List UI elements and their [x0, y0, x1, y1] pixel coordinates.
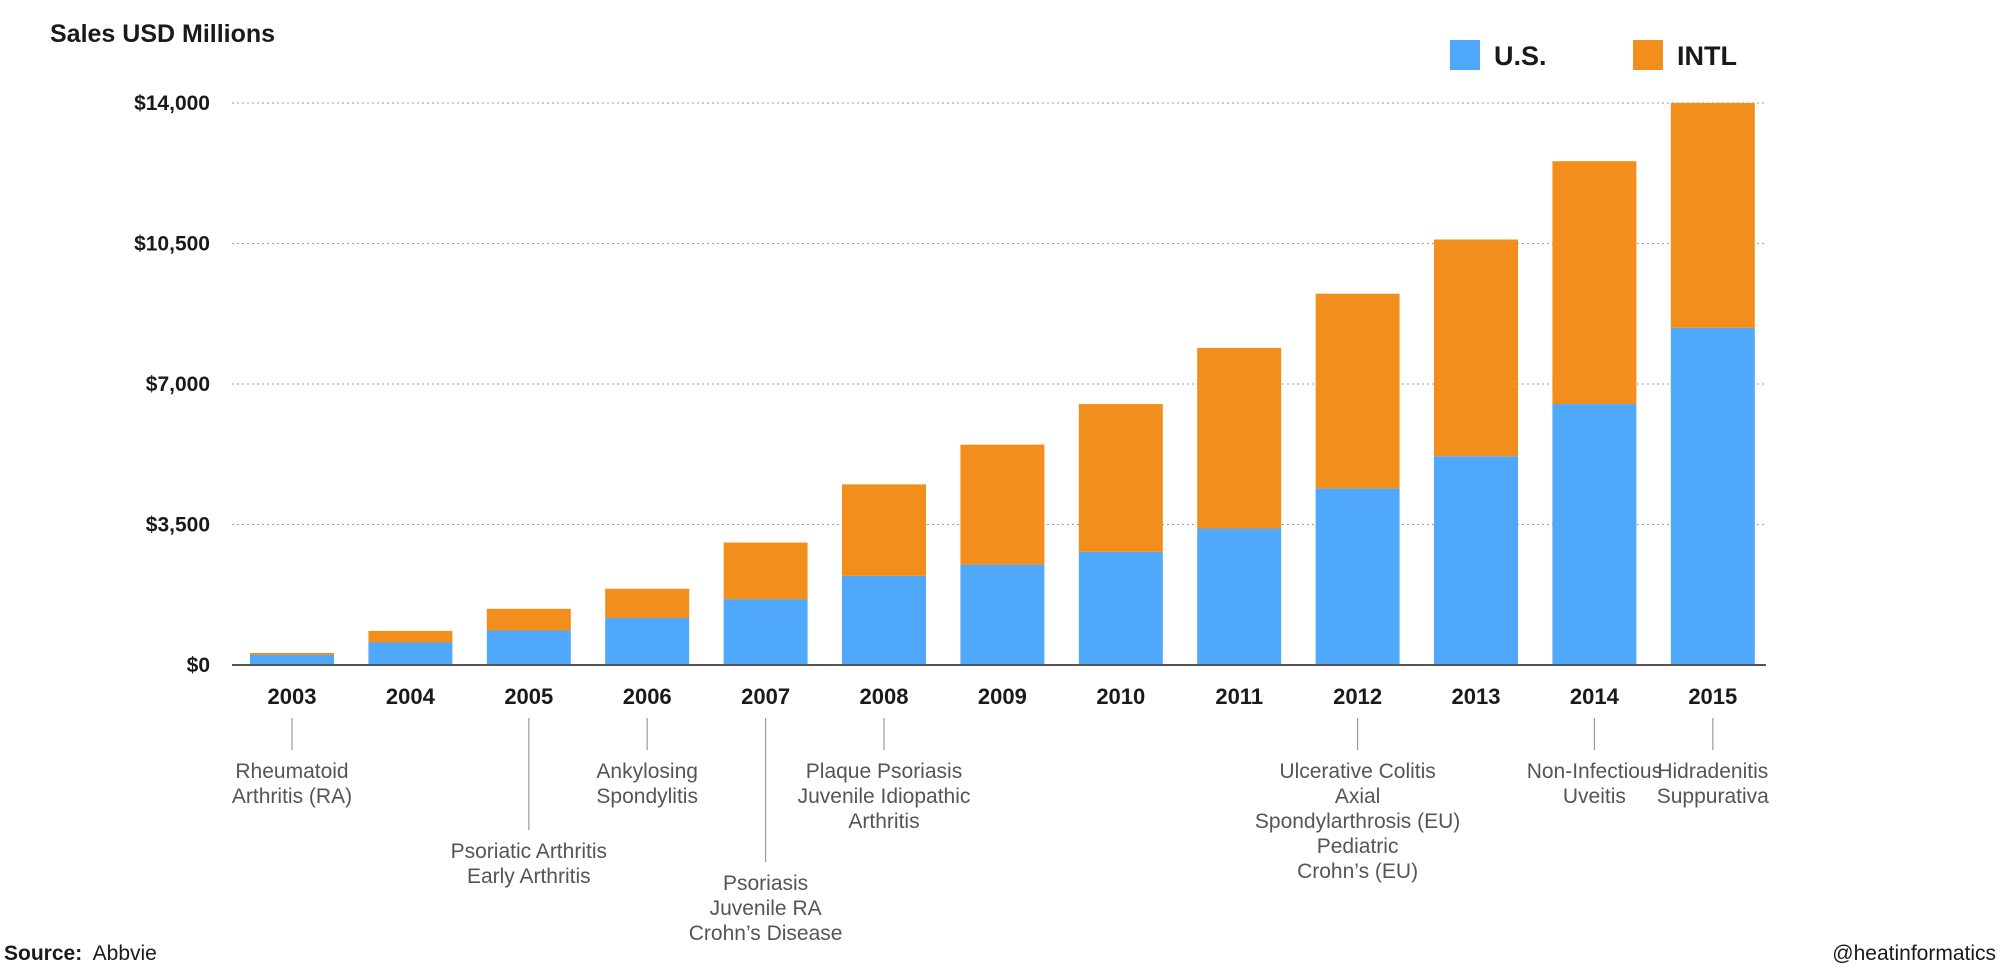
bar-intl-2015	[1670, 103, 1755, 328]
x-tick-label: 2015	[1688, 684, 1737, 709]
annotation-text: Spondylitis	[596, 785, 698, 808]
y-tick-label: $7,000	[146, 373, 210, 396]
legend-swatch-us	[1450, 40, 1480, 70]
bar-intl-2006	[605, 588, 690, 619]
bar-intl-2009	[960, 444, 1045, 565]
annotation-text: Uveitis	[1563, 785, 1626, 808]
x-tick-label: 2009	[978, 684, 1027, 709]
bar-us-2005	[486, 630, 571, 665]
bar-intl-2008	[842, 484, 926, 576]
bar-us-2009	[960, 564, 1045, 665]
annotation-text: Non-Infectious	[1527, 760, 1662, 783]
bar-us-2003	[250, 654, 334, 665]
source-label: Source:	[4, 942, 82, 965]
y-tick-label: $0	[187, 654, 210, 677]
bar-intl-2004	[368, 630, 453, 643]
x-tick-label: 2013	[1452, 684, 1501, 709]
bar-intl-2014	[1552, 161, 1637, 405]
bar-us-2013	[1434, 456, 1518, 665]
bar-intl-2011	[1197, 347, 1282, 529]
annotation-text: Arthritis (RA)	[232, 785, 352, 808]
annotation-text: Psoriatic Arthritis	[451, 840, 607, 863]
bar-intl-2010	[1078, 404, 1163, 552]
bar-intl-2007	[723, 542, 808, 600]
bar-us-2010	[1078, 551, 1163, 665]
annotation-text: Crohn’s Disease	[689, 922, 843, 945]
source-note: Source: Abbvie	[4, 942, 157, 965]
annotation-text: Early Arthritis	[467, 865, 591, 888]
annotation-text: Rheumatoid	[235, 760, 348, 783]
annotation-text: Psoriasis	[723, 872, 808, 895]
annotation-text: Arthritis	[848, 810, 919, 833]
bar-us-2006	[605, 618, 690, 665]
x-tick-label: 2011	[1215, 684, 1263, 709]
annotation-text: Pediatric	[1317, 835, 1399, 858]
annotation-text: Juvenile RA	[710, 897, 822, 920]
bar-intl-2003	[250, 652, 334, 655]
x-tick-label: 2008	[860, 684, 909, 709]
bar-us-2007	[723, 599, 808, 665]
y-tick-label: $3,500	[146, 514, 210, 537]
bar-us-2012	[1315, 488, 1400, 665]
credit-handle: @heatinformatics	[1832, 942, 1996, 965]
x-tick-label: 2003	[268, 684, 317, 709]
annotation-text: Crohn’s (EU)	[1297, 860, 1418, 883]
legend-label-us: U.S.	[1494, 41, 1547, 71]
x-tick-label: 2010	[1096, 684, 1145, 709]
legend-swatch-intl	[1633, 40, 1663, 70]
x-tick-labels: 2003 2004 2005 2006 2007 2008 2009 2010 2011 2012…	[268, 684, 1738, 709]
y-tick-label: $10,500	[134, 233, 210, 256]
annotation-text: Spondylarthrosis (EU)	[1255, 810, 1460, 833]
legend: U.S. INTL	[1450, 40, 1737, 71]
x-tick-label: 2012	[1333, 684, 1382, 709]
y-axis-title: Sales USD Millions	[50, 20, 275, 48]
x-tick-label: 2006	[623, 684, 672, 709]
annotation-text: Juvenile Idiopathic	[798, 785, 971, 808]
bar-intl-2012	[1315, 293, 1400, 489]
x-tick-label: 2014	[1570, 684, 1620, 709]
legend-label-intl: INTL	[1677, 41, 1737, 71]
y-tick-labels: $0 $3,500 $7,000 $10,500 $14,000	[134, 92, 210, 677]
bar-intl-2013	[1434, 239, 1518, 457]
x-tick-label: 2007	[741, 684, 790, 709]
y-tick-label: $14,000	[134, 92, 210, 115]
source-value: Abbvie	[93, 942, 157, 965]
bar-intl-2005	[486, 608, 571, 631]
x-tick-label: 2005	[504, 684, 553, 709]
bar-us-2014	[1552, 404, 1637, 665]
annotation-text: Plaque Psoriasis	[806, 760, 962, 783]
bar-us-2004	[368, 642, 453, 665]
annotation-text: Ankylosing	[596, 760, 698, 783]
annotation-text: Ulcerative Colitis	[1279, 760, 1435, 783]
annotation-text: Suppurativa	[1657, 785, 1769, 808]
bars	[250, 103, 1755, 665]
bar-us-2015	[1670, 327, 1755, 665]
bar-us-2008	[842, 575, 926, 665]
annotation-text: Hidradenitis	[1657, 760, 1768, 783]
annotation-text: Axial	[1335, 785, 1381, 808]
x-tick-label: 2004	[386, 684, 436, 709]
bar-us-2011	[1197, 528, 1282, 665]
